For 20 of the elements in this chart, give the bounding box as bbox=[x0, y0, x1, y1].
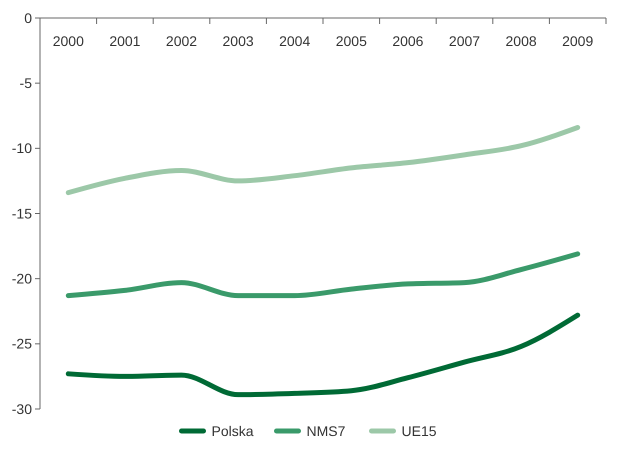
y-tick-label: -20 bbox=[12, 270, 32, 287]
x-tick-label: 2004 bbox=[279, 33, 310, 49]
y-tick-label: 0 bbox=[24, 10, 32, 26]
y-tick-label: -30 bbox=[12, 400, 32, 417]
legend-label: Polska bbox=[212, 423, 254, 439]
legend-label: UE15 bbox=[402, 423, 437, 439]
x-tick-label: 2001 bbox=[109, 33, 141, 49]
y-tick-label: -15 bbox=[12, 205, 32, 222]
x-tick-label: 2003 bbox=[222, 33, 254, 49]
x-tick-label: 2008 bbox=[506, 33, 537, 49]
y-tick-label: -5 bbox=[20, 75, 32, 92]
y-tick-label: -25 bbox=[12, 336, 32, 352]
x-tick-label: 2000 bbox=[52, 33, 84, 49]
x-tick-label: 2006 bbox=[392, 33, 424, 49]
x-tick-label: 2005 bbox=[336, 33, 368, 49]
x-tick-label: 2002 bbox=[166, 33, 198, 49]
legend-label: NMS7 bbox=[306, 423, 346, 439]
y-tick-label: -10 bbox=[12, 140, 32, 156]
x-tick-label: 2007 bbox=[448, 33, 480, 49]
x-tick-label: 2009 bbox=[562, 33, 594, 49]
